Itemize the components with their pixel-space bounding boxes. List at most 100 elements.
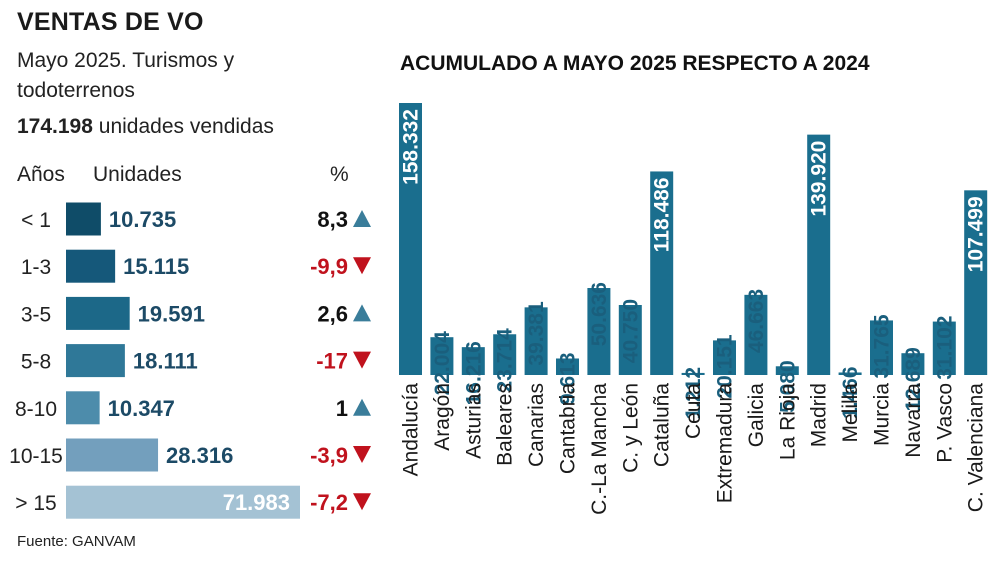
column-header-years: Años: [17, 163, 65, 186]
age-category-label: 1-3: [21, 256, 51, 279]
region-category-label: C. y León: [619, 383, 642, 473]
region-bar: [461, 347, 485, 375]
total-label: unidades vendidas: [98, 115, 274, 138]
region-value-label: 31.102: [933, 316, 956, 380]
region-bar: [493, 334, 517, 375]
total-value: 174.198: [17, 115, 93, 138]
region-value-label: 5.080: [776, 360, 799, 413]
region-category-label: Galicia: [745, 383, 768, 448]
region-bar: [524, 307, 548, 375]
age-units-label: 71.983: [223, 490, 290, 515]
column-header-units: Unidades: [93, 163, 182, 186]
region-bar: [430, 337, 454, 375]
region-category-label: Canarias: [525, 383, 548, 467]
age-bar: [66, 485, 300, 519]
region-value-label: 118.486: [651, 177, 674, 252]
region-bar: [932, 321, 956, 375]
chart-subtitle: Mayo 2025. Turismos y todoterrenos: [17, 49, 235, 102]
age-pct-label: -7,2: [310, 490, 348, 515]
chart-title: VENTAS DE VO: [17, 8, 204, 36]
region-value-label: 39.381: [525, 301, 548, 366]
arrow-up-icon: [353, 210, 371, 227]
region-category-label: Cantabria: [557, 383, 580, 474]
region-category-label: C. Valenciana: [965, 383, 988, 513]
age-bar: [66, 438, 159, 472]
region-category-label: P. Vasco: [933, 383, 956, 463]
region-category-label: Cataluña: [651, 383, 674, 467]
region-bar: [650, 171, 674, 375]
age-pct-label: -9,9: [310, 254, 348, 279]
age-units-label: 15.115: [123, 254, 189, 279]
age-category-label: < 1: [21, 209, 51, 232]
region-bar: [775, 366, 799, 375]
region-bar: [399, 103, 422, 375]
age-units-label: 10.735: [109, 207, 176, 232]
region-value-label: 158.332: [400, 109, 423, 185]
age-category-label: 5-8: [21, 351, 51, 374]
region-bar: [870, 320, 893, 375]
region-value-label: 107.499: [965, 196, 988, 272]
arrow-down-icon: [353, 257, 371, 275]
age-bar: [66, 249, 116, 283]
age-category-label: 3-5: [21, 303, 51, 326]
age-pct-label: -3,9: [310, 443, 348, 468]
source-note: Fuente: GANVAM: [17, 533, 136, 550]
arrow-up-icon: [353, 304, 371, 322]
region-bar: [681, 372, 705, 375]
region-value-label: 1.212: [682, 367, 705, 420]
region-category-label: C.-La Mancha: [588, 383, 611, 515]
region-value-label: 50.636: [588, 282, 611, 346]
age-pct-label: -17: [316, 349, 348, 374]
region-value-label: 139.920: [808, 141, 831, 217]
arrow-up-icon: [353, 398, 371, 416]
region-bar: [807, 134, 831, 375]
region-value-label: 40.750: [619, 299, 642, 363]
age-pct-label: 2,6: [317, 301, 348, 326]
region-value-label: 31.765: [871, 314, 894, 379]
region-bar: [744, 294, 768, 375]
age-units-label: 18.111: [133, 349, 198, 374]
region-value-label: 12.689: [902, 347, 925, 411]
region-value-label: 9.613: [557, 352, 580, 405]
region-value-label: 1.466: [839, 366, 862, 419]
region-category-label: La Rioja: [776, 383, 799, 460]
age-category-label: > 15: [15, 492, 56, 515]
age-pct-label: 1: [336, 396, 348, 421]
regional-chart-title: ACUMULADO A MAYO 2025 RESPECTO A 2024: [400, 52, 870, 75]
region-bar: [838, 372, 862, 375]
arrow-down-icon: [353, 351, 371, 369]
region-category-label: Baleares: [494, 383, 517, 466]
region-category-label: Madrid: [808, 383, 831, 447]
column-header-percent: %: [330, 163, 349, 186]
age-bar: [66, 202, 101, 236]
region-value-label: 16.216: [462, 341, 485, 405]
age-units-label: 10.347: [108, 396, 175, 421]
age-bar: [66, 391, 100, 425]
region-category-label: Andalucía: [400, 383, 423, 477]
region-bar: [713, 340, 736, 375]
age-category-label: 8-10: [15, 398, 57, 421]
age-units-label: 19.591: [138, 301, 205, 326]
region-bar: [901, 353, 925, 375]
age-pct-label: 8,3: [317, 207, 348, 232]
region-category-label: Extremadura: [714, 383, 737, 504]
region-value-label: 20.151: [714, 334, 737, 399]
arrow-down-icon: [353, 493, 371, 511]
region-category-label: Ceuta: [682, 383, 705, 439]
region-category-label: Melilla: [839, 383, 862, 443]
region-category-label: Murcia: [871, 383, 894, 446]
age-bar: [66, 296, 130, 330]
region-bar: [618, 304, 642, 375]
age-units-label: 28.316: [166, 443, 233, 468]
region-category-label: Navarra: [902, 383, 925, 458]
age-category-label: 10-15: [9, 445, 63, 468]
arrow-down-icon: [353, 446, 371, 463]
total-units: 174.198 unidades vendidas: [17, 115, 274, 139]
region-category-label: Aragón: [431, 383, 454, 451]
region-value-label: 23.714: [494, 328, 517, 393]
region-value-label: 46.663: [745, 289, 768, 353]
region-bar: [556, 358, 579, 375]
region-bar: [587, 288, 611, 375]
region-value-label: 22.004: [431, 331, 454, 396]
